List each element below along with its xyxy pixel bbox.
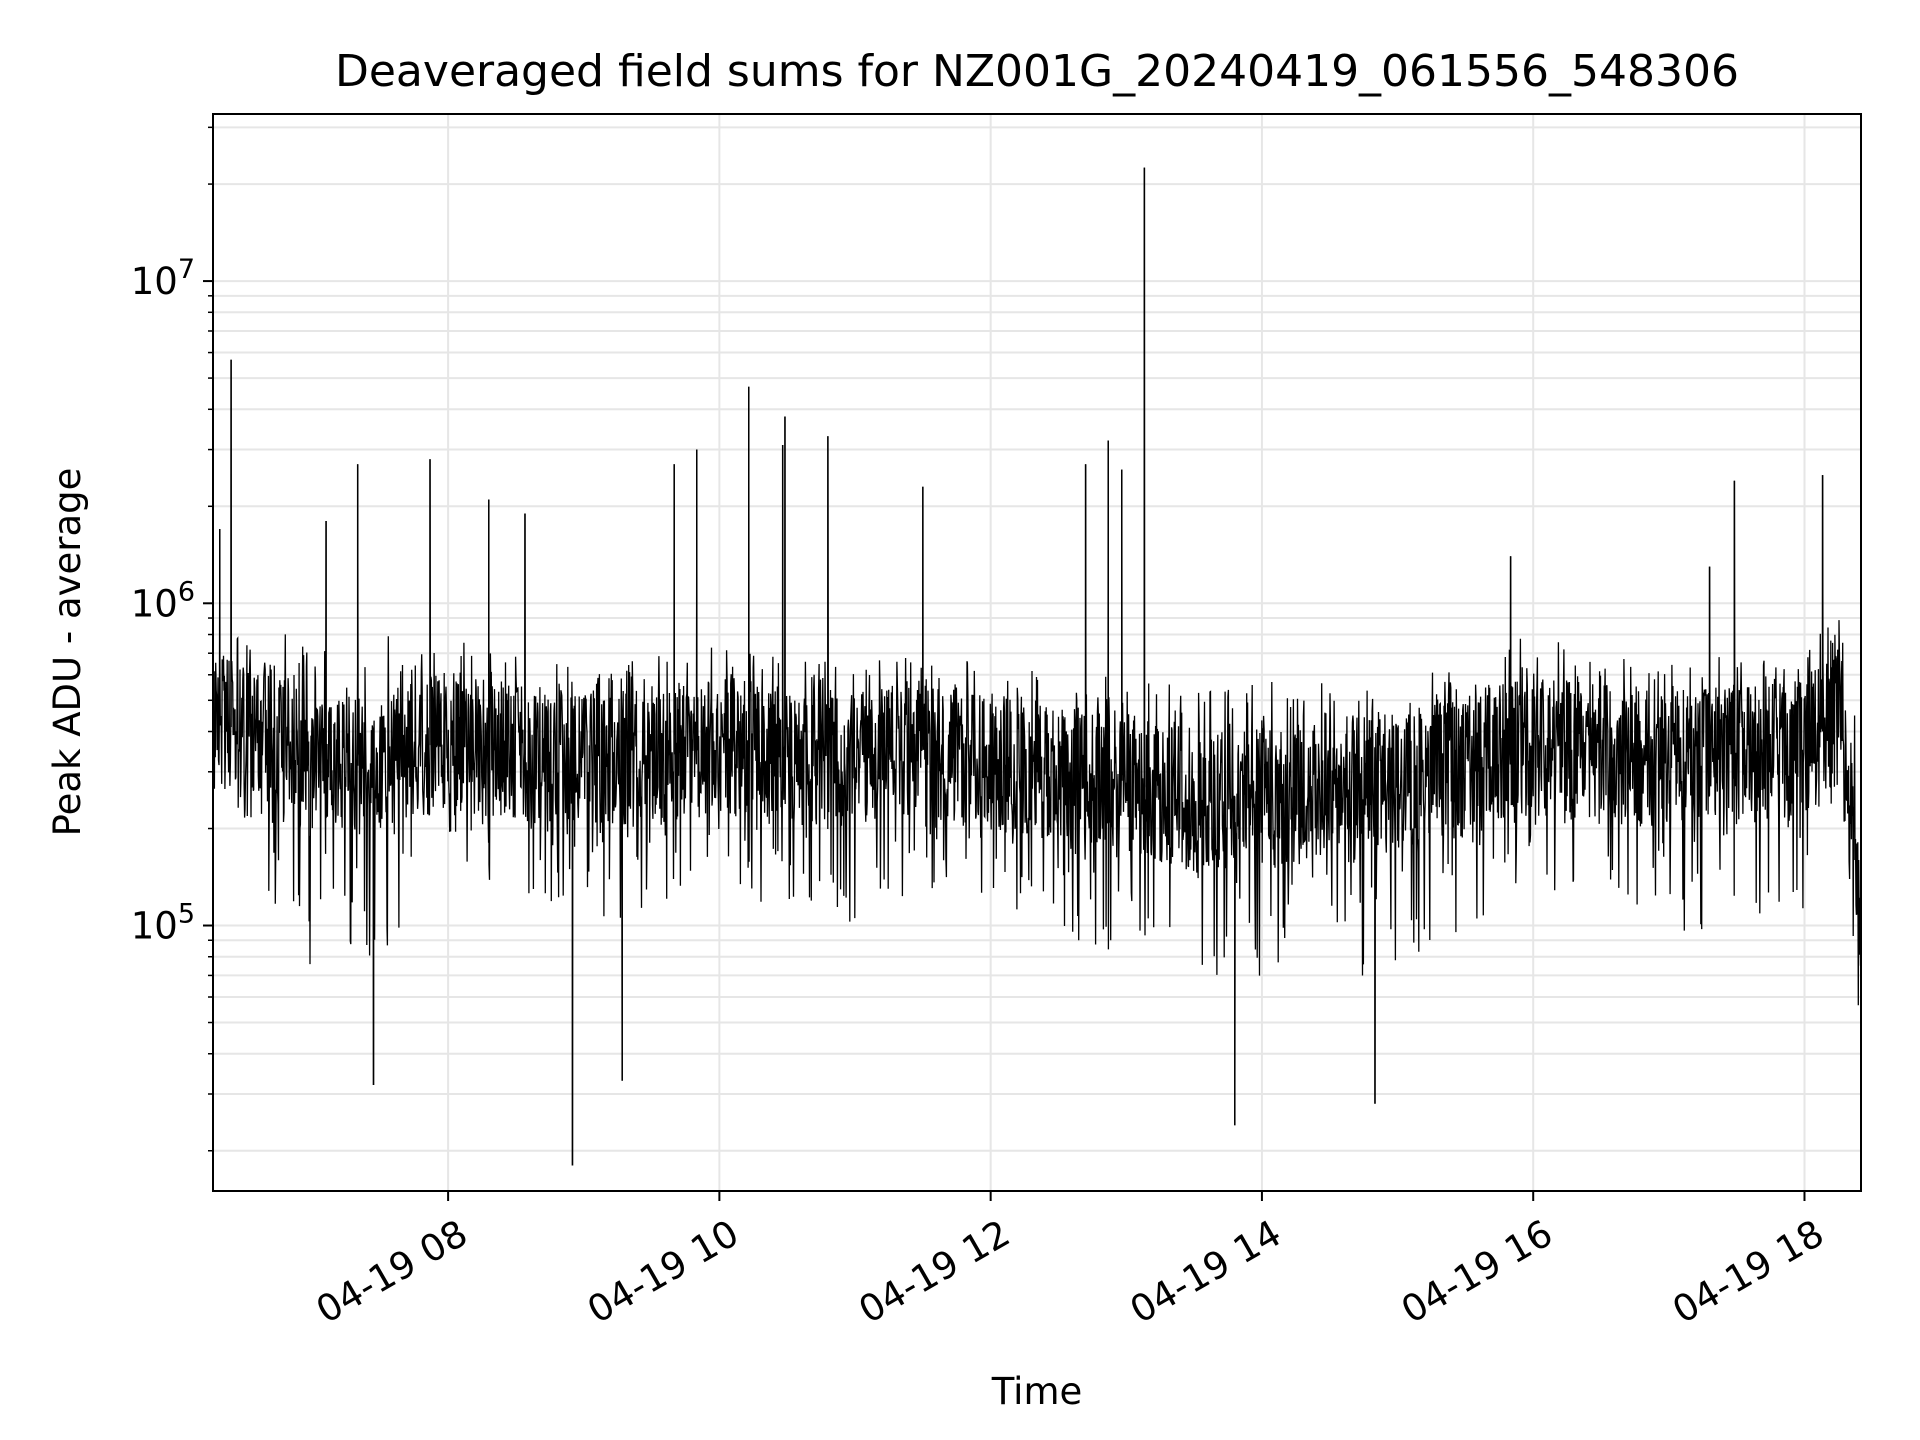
chart-title: Deaveraged field sums for NZ001G_2024041… xyxy=(335,46,1739,97)
y-tick-label: 106 xyxy=(131,576,195,625)
grid xyxy=(213,114,1861,1191)
x-axis-label: Time xyxy=(991,1370,1083,1413)
series-trace xyxy=(212,167,1862,1166)
y-tick-label: 107 xyxy=(131,254,195,303)
y-axis: 105 106 107 xyxy=(131,126,213,1152)
y-axis-label: Peak ADU - average xyxy=(46,468,89,837)
series-line xyxy=(212,167,1862,1166)
y-tick-label: 105 xyxy=(131,899,195,948)
